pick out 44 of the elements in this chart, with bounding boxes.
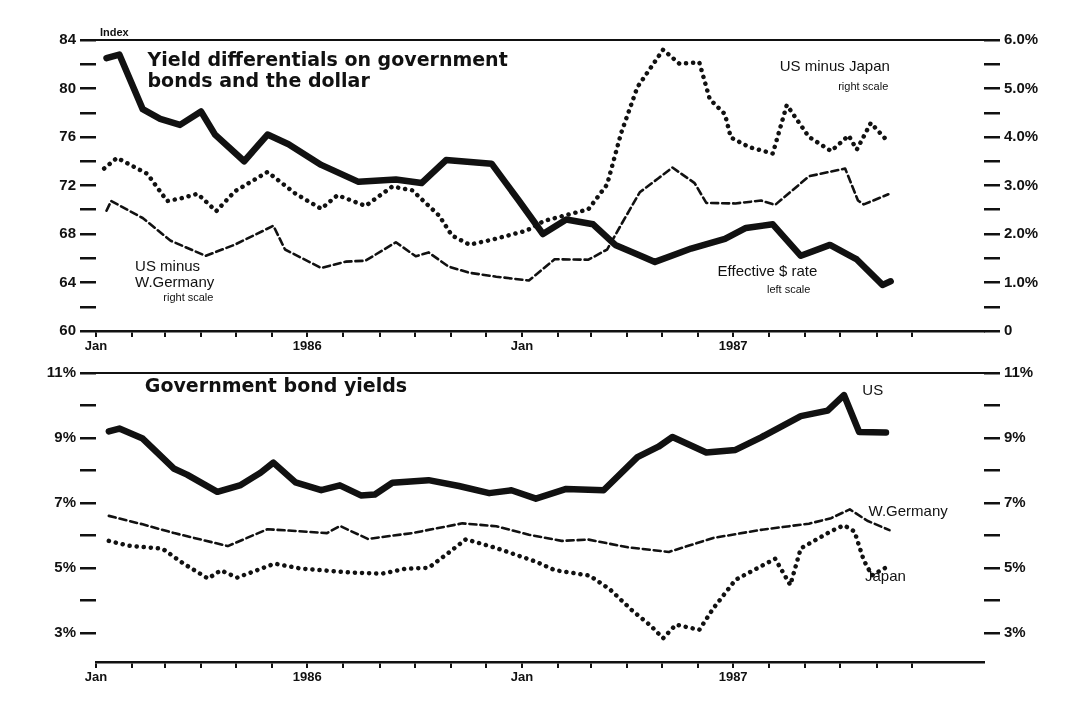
y2-tick-label: 7% bbox=[1004, 493, 1026, 511]
y-tick-label: 64 bbox=[59, 272, 77, 290]
y-tick-label: 3% bbox=[54, 622, 76, 640]
y-tick-label: 11% bbox=[46, 363, 76, 381]
series-label: US bbox=[862, 380, 884, 398]
x-tick-label: Jan bbox=[510, 669, 534, 685]
x-tick-label: 1986 bbox=[292, 338, 322, 354]
y-tick-label: 9% bbox=[54, 428, 76, 446]
series-label: Effective $ rate bbox=[717, 261, 818, 279]
x-tick-label: 1987 bbox=[718, 338, 748, 354]
y2-tick-label: 3.0% bbox=[1004, 175, 1039, 193]
y2-tick-label: 3% bbox=[1004, 622, 1026, 640]
y2-tick-label: 5.0% bbox=[1004, 78, 1039, 96]
x-tick-label: 1987 bbox=[718, 669, 748, 685]
y-tick-label: 76 bbox=[59, 127, 76, 145]
y2-tick-label: 9% bbox=[1004, 428, 1026, 446]
x-tick-label: 1986 bbox=[292, 669, 322, 685]
y2-tick-label: 4.0% bbox=[1004, 127, 1039, 145]
y-tick-label: 5% bbox=[54, 557, 76, 575]
series-label: US minus W.Germany bbox=[135, 257, 215, 291]
y2-tick-label: 0 bbox=[1004, 321, 1013, 339]
text: Yield differentials on government bonds and the dollar bbox=[146, 48, 508, 92]
annotation: left scale bbox=[766, 283, 811, 296]
chart-title: Government bond yields bbox=[144, 373, 408, 396]
annotation: right scale bbox=[838, 79, 889, 92]
text: US minus Japan bbox=[779, 56, 890, 74]
y-tick-label: 72 bbox=[59, 175, 76, 193]
y-tick-label: 68 bbox=[59, 224, 76, 242]
y-axis-title: Index bbox=[100, 25, 130, 38]
y2-tick-label: 11% bbox=[1004, 363, 1034, 381]
y-tick-label: 80 bbox=[59, 78, 76, 96]
y2-tick-label: 5% bbox=[1004, 557, 1026, 575]
series-label: W.Germany bbox=[868, 502, 949, 520]
y-tick-label: 60 bbox=[59, 321, 76, 339]
y-tick-label: 7% bbox=[54, 493, 76, 511]
x-tick-label: Jan bbox=[84, 338, 108, 354]
y2-tick-label: 2.0% bbox=[1004, 224, 1039, 242]
x-tick-label: Jan bbox=[84, 669, 108, 685]
y2-tick-label: 1.0% bbox=[1004, 272, 1039, 290]
y2-tick-label: 6.0% bbox=[1004, 30, 1039, 48]
annotation: right scale bbox=[163, 290, 214, 303]
series-label: Japan bbox=[865, 567, 906, 585]
x-tick-label: Jan bbox=[510, 338, 534, 354]
y-tick-label: 84 bbox=[59, 30, 77, 48]
